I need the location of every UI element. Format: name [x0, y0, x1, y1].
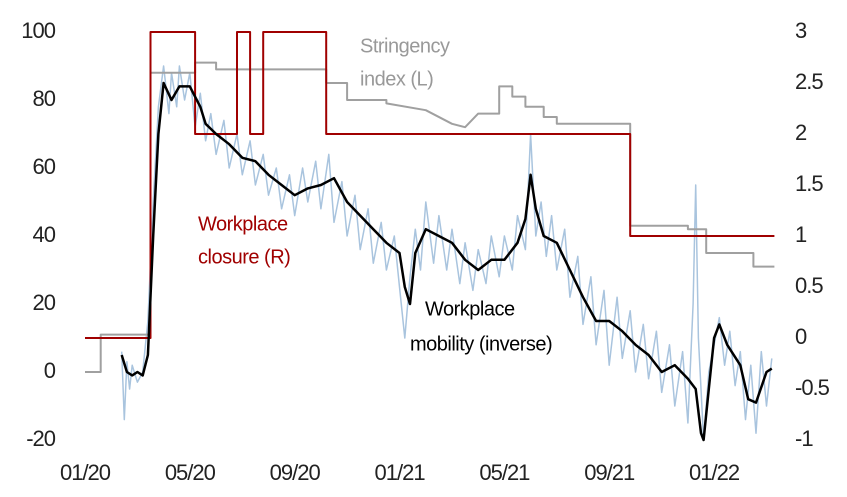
x-tick-label: 09/20 — [270, 460, 321, 485]
y-tick-label: 40 — [33, 222, 56, 247]
y2-tick-label: 2 — [795, 120, 807, 145]
x-tick-label: 09/21 — [584, 460, 635, 485]
y-tick-label: 60 — [33, 154, 56, 179]
series-line — [120, 81, 773, 442]
y2-tick-label: -1 — [795, 426, 813, 451]
y2-tick-label: 1 — [795, 222, 807, 247]
y-tick-label: -20 — [26, 426, 56, 451]
x-tick-label: 05/21 — [479, 460, 530, 485]
series-line — [85, 31, 775, 339]
y-tick-label: 20 — [33, 290, 56, 315]
annotation: Workplace — [425, 298, 515, 320]
x-tick-label: 01/22 — [689, 460, 740, 485]
y-tick-label: 100 — [21, 18, 55, 43]
y2-tick-label: -0.5 — [795, 375, 830, 400]
y2-tick-label: 0 — [795, 324, 807, 349]
y2-tick-label: 1.5 — [795, 171, 823, 196]
series-line — [85, 61, 775, 373]
x-tick-label: 01/21 — [375, 460, 426, 485]
annotation: Stringency — [360, 35, 450, 57]
annotation: Workplace — [198, 213, 288, 235]
y2-tick-label: 3 — [795, 18, 807, 43]
y-tick-label: 80 — [33, 86, 56, 111]
x-tick-label: 01/20 — [60, 460, 111, 485]
series-line — [120, 65, 773, 441]
annotation: mobility (inverse) — [410, 333, 552, 355]
x-tick-label: 05/20 — [165, 460, 216, 485]
y-tick-label: 0 — [44, 358, 56, 383]
y2-tick-label: 0.5 — [795, 273, 823, 298]
y2-tick-label: 2.5 — [795, 69, 823, 94]
annotation: index (L) — [360, 68, 433, 90]
annotation: closure (R) — [198, 246, 290, 268]
